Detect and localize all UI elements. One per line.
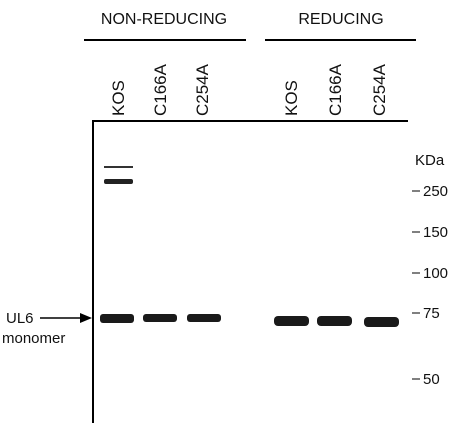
- lane-label: KOS: [282, 80, 301, 116]
- band: [104, 179, 133, 184]
- band-description: monomer: [2, 330, 65, 347]
- marker-label: 100: [423, 265, 448, 282]
- band-name: UL6: [6, 310, 34, 327]
- band: [274, 316, 309, 326]
- band: [364, 317, 399, 327]
- marker-label: 75: [423, 305, 440, 322]
- band: [187, 314, 221, 322]
- lane-label: C254A: [193, 63, 212, 116]
- blot-frame: [93, 121, 408, 423]
- marker-label: 50: [423, 371, 440, 388]
- lane-label: C166A: [151, 63, 170, 116]
- band: [317, 316, 352, 326]
- arrow-head: [80, 313, 92, 323]
- marker-label: 150: [423, 224, 448, 241]
- lane-label: C166A: [326, 63, 345, 116]
- marker-unit: KDa: [415, 152, 445, 169]
- band: [104, 166, 133, 168]
- group-label: REDUCING: [298, 11, 383, 28]
- lane-label: C254A: [370, 63, 389, 116]
- group-label: NON-REDUCING: [101, 11, 227, 28]
- blot-figure: NON-REDUCING REDUCING KOS C166A C254A KO…: [0, 0, 458, 423]
- band: [143, 314, 177, 322]
- marker-label: 250: [423, 183, 448, 200]
- band: [100, 314, 134, 323]
- lane-label: KOS: [109, 80, 128, 116]
